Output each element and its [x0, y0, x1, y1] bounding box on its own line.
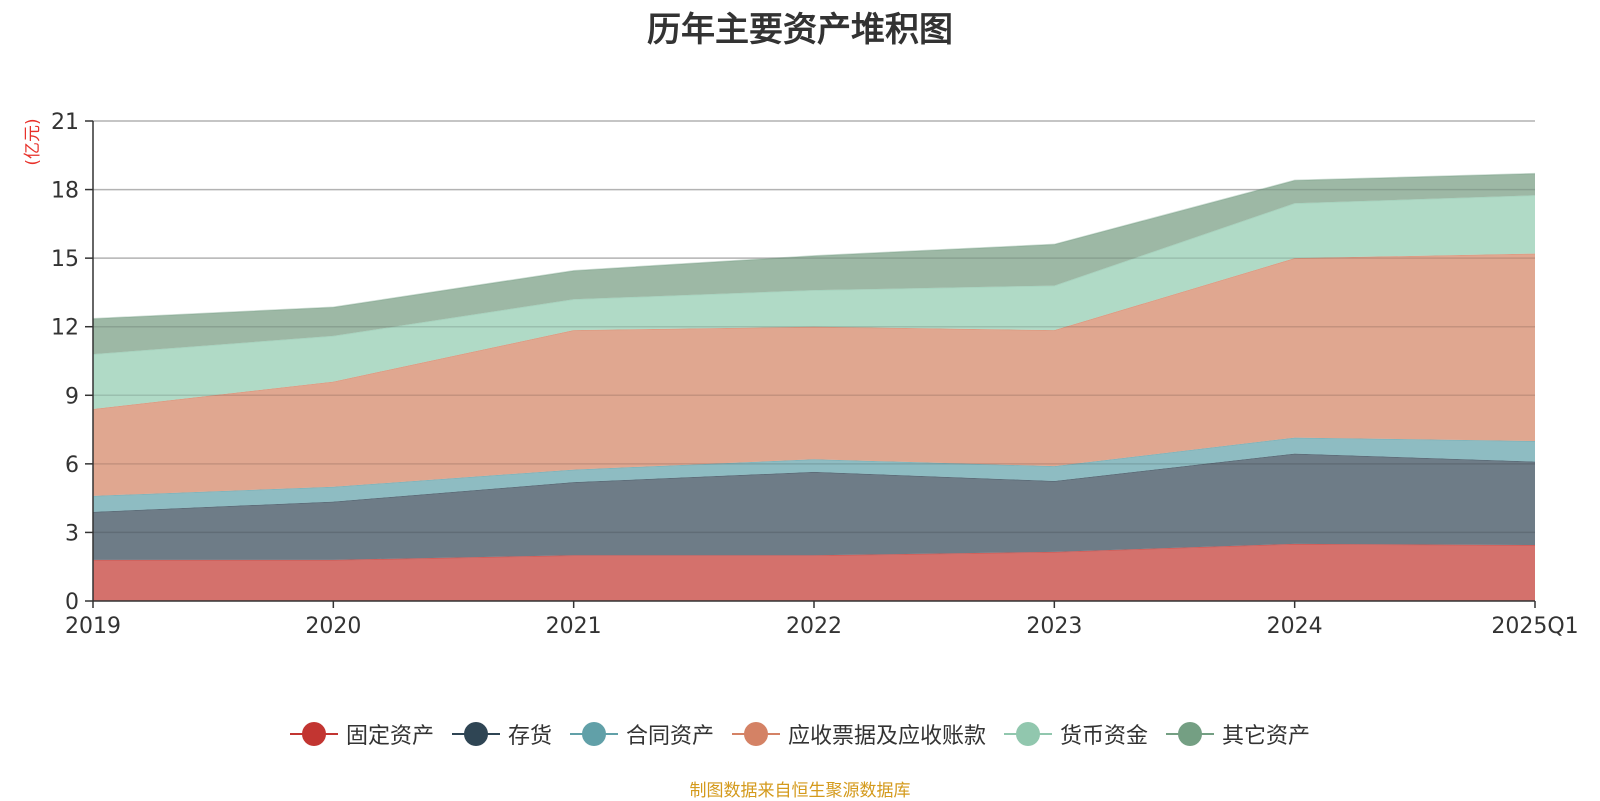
- legend-label: 货币资金: [1060, 724, 1149, 749]
- legend-label: 固定资产: [345, 724, 434, 749]
- legend-label: 其它资产: [1222, 724, 1311, 749]
- legend-item[interactable]: 固定资产: [289, 718, 434, 750]
- legend-item[interactable]: 存货: [451, 718, 552, 750]
- legend-label: 应收票据及应收账款: [788, 724, 987, 749]
- x-tick-label: 2021: [546, 614, 602, 639]
- series-line-其它资产: [92, 172, 1536, 320]
- y-axis-unit-label: (亿元): [23, 118, 43, 165]
- y-tick-label: 21: [51, 110, 79, 135]
- legend-item[interactable]: 合同资产: [569, 718, 714, 750]
- x-tick-label: 2020: [305, 614, 361, 639]
- legend-label: 合同资产: [625, 724, 714, 749]
- x-tick-label: 2023: [1026, 614, 1082, 639]
- area-货币资金[interactable]: [93, 195, 1535, 409]
- legend-marker-icon: [569, 721, 618, 747]
- y-tick-label: 12: [51, 316, 79, 341]
- legend: 固定资产 存货 合同资产 应收票据及应收账款 货币资金 其它资产: [0, 718, 1600, 750]
- x-tick-label: 2022: [786, 614, 842, 639]
- chart-title: 历年主要资产堆积图: [647, 10, 953, 50]
- y-tick-label: 6: [65, 453, 79, 478]
- legend-item[interactable]: 其它资产: [1166, 718, 1310, 750]
- legend-item[interactable]: 应收票据及应收账款: [732, 718, 986, 750]
- legend-marker-icon: [732, 721, 780, 747]
- x-tick-label: 2025Q1: [1491, 614, 1578, 639]
- area-series: [92, 120, 1536, 601]
- legend-marker-icon: [451, 721, 500, 747]
- legend-label: 存货: [507, 724, 552, 749]
- source-note: 制图数据来自恒生聚源数据库: [689, 781, 911, 801]
- area-其它资产[interactable]: [93, 173, 1535, 355]
- y-tick-label: 3: [65, 521, 79, 546]
- legend-marker-icon: [1004, 721, 1053, 747]
- y-tick-label: 15: [51, 247, 79, 272]
- y-tick-label: 9: [65, 384, 79, 409]
- area-存货[interactable]: [93, 453, 1535, 560]
- legend-marker-icon: [289, 721, 338, 747]
- area-合同资产[interactable]: [93, 437, 1535, 512]
- x-tick-label: 2024: [1267, 614, 1323, 639]
- axes: 0 3 6 9 12 15 18 21 2019 2020 2021 2022 2023 2024 2025…: [51, 110, 1579, 639]
- legend-item[interactable]: 货币资金: [1004, 718, 1148, 750]
- y-tick-label: 0: [65, 590, 79, 615]
- area-应收票据及应收账款[interactable]: [93, 253, 1535, 496]
- area-固定资产[interactable]: [93, 543, 1535, 601]
- y-tick-label: 18: [51, 179, 79, 204]
- x-tick-label: 2019: [65, 614, 121, 639]
- legend-marker-icon: [1166, 721, 1215, 747]
